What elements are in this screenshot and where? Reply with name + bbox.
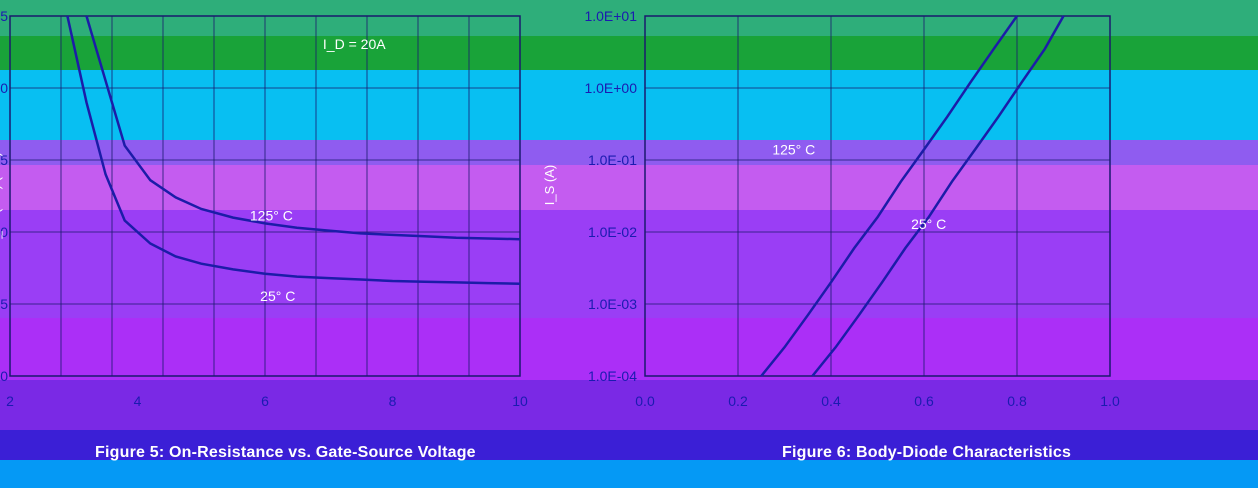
right-series-line xyxy=(811,15,1065,377)
left-series-lines xyxy=(66,15,521,286)
left-x-tick-label: 4 xyxy=(134,393,142,409)
right-x-tick-label: 0.0 xyxy=(635,393,655,409)
right-plot-grid xyxy=(644,15,1111,377)
right-series-lines xyxy=(760,15,1065,377)
left-tick-labels: 2 4 6 8 10 0 5 10 15 20 25 xyxy=(0,8,528,409)
right-annotation-25c: 25° C xyxy=(911,216,946,232)
left-y-tick-label: 25 xyxy=(0,8,8,24)
right-x-tick-label: 0.2 xyxy=(728,393,748,409)
left-y-tick-label: 15 xyxy=(0,152,8,168)
left-annotation-125c: 125° C xyxy=(250,207,293,223)
right-x-tick-label: 0.4 xyxy=(821,393,841,409)
left-y-tick-label: 20 xyxy=(0,80,8,96)
left-x-tick-label: 2 xyxy=(6,393,14,409)
right-annotations: 125° C 25° C I_S (A) xyxy=(542,141,946,232)
left-x-tick-label: 8 xyxy=(389,393,397,409)
right-plot-frame xyxy=(644,15,1111,377)
right-x-tick-label: 1.0 xyxy=(1100,393,1120,409)
left-y-tick-label: 10 xyxy=(0,224,8,240)
left-series-line xyxy=(85,15,521,241)
right-annotation-125c: 125° C xyxy=(772,141,815,157)
right-y-tick-label: 1.0E+00 xyxy=(584,80,637,96)
figure-5-caption: Figure 5: On-Resistance vs. Gate-Source … xyxy=(95,444,476,461)
right-series-line xyxy=(760,15,1019,377)
figure-6-caption: Figure 6: Body-Diode Characteristics xyxy=(782,444,1072,461)
right-y-tick-label: 1.0E-04 xyxy=(588,368,637,384)
left-annotation-id: I_D = 20A xyxy=(323,36,386,52)
body-diode-chart: 0.0 0.2 0.4 0.6 0.8 1.01.0E-041.0E-031.0E-021… xyxy=(542,8,1120,409)
right-y-tick-label: 1.0E-02 xyxy=(588,224,637,240)
left-y-axis-label: R_DS(ON) (mΩ) xyxy=(0,152,3,248)
left-annotations: I_D = 20A 125° C 25° C R_DS(ON) (mΩ) xyxy=(0,36,386,304)
rdson-vs-vgs-chart: 2 4 6 8 10 0 5 10 15 20 25 I_D = 20A 125° C 25° C R_D… xyxy=(0,8,528,409)
left-series-line xyxy=(66,15,521,286)
right-x-tick-label: 0.6 xyxy=(914,393,934,409)
left-annotation-25c: 25° C xyxy=(260,288,295,304)
right-x-tick-label: 0.8 xyxy=(1007,393,1027,409)
left-x-tick-label: 6 xyxy=(261,393,269,409)
left-plot-grid xyxy=(9,15,521,377)
left-y-tick-label: 0 xyxy=(0,368,8,384)
right-y-tick-label: 1.0E-03 xyxy=(588,296,637,312)
right-y-axis-label: I_S (A) xyxy=(542,165,557,205)
right-tick-labels: 0.0 0.2 0.4 0.6 0.8 1.0 1.0E-04 1.0E-03 1.0E-02 1… xyxy=(584,8,1120,409)
right-y-tick-label: 1.0E+01 xyxy=(584,8,637,24)
left-x-tick-label: 10 xyxy=(512,393,528,409)
right-y-tick-label: 1.0E-01 xyxy=(588,152,637,168)
left-y-tick-label: 5 xyxy=(0,296,8,312)
